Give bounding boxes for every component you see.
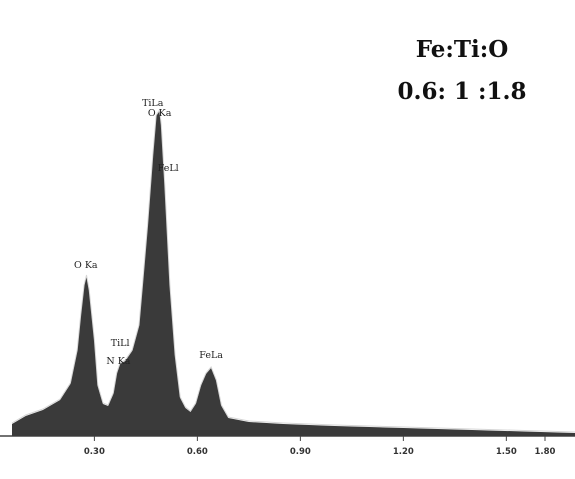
ratio-formula-label: Fe:Ti:O (415, 36, 509, 63)
composition-ratio-box: Fe:Ti:O 0.6: 1 :1.8 (392, 28, 532, 114)
ratio-value-label: 0.6: 1 :1.8 (397, 78, 527, 105)
peak-label: FeLa (199, 350, 223, 361)
peak-label: O Ka (148, 108, 172, 119)
peak-label: TiLa (142, 98, 164, 109)
x-tick-label: 1.80 (535, 447, 556, 457)
spectrum-outline (11, 108, 575, 433)
x-tick-label: 0.90 (290, 447, 311, 457)
peak-label: O Ka (74, 260, 98, 271)
peak-label: FeLl (158, 163, 179, 174)
x-tick-label: 1.50 (496, 447, 517, 457)
x-tick-label: 1.20 (393, 447, 414, 457)
x-tick-label: 0.30 (84, 447, 105, 457)
peak-label: N Ka (106, 356, 130, 367)
peak-label: TiLl (111, 338, 130, 349)
x-tick-label: 0.60 (187, 447, 208, 457)
spectrum-area (12, 111, 575, 436)
